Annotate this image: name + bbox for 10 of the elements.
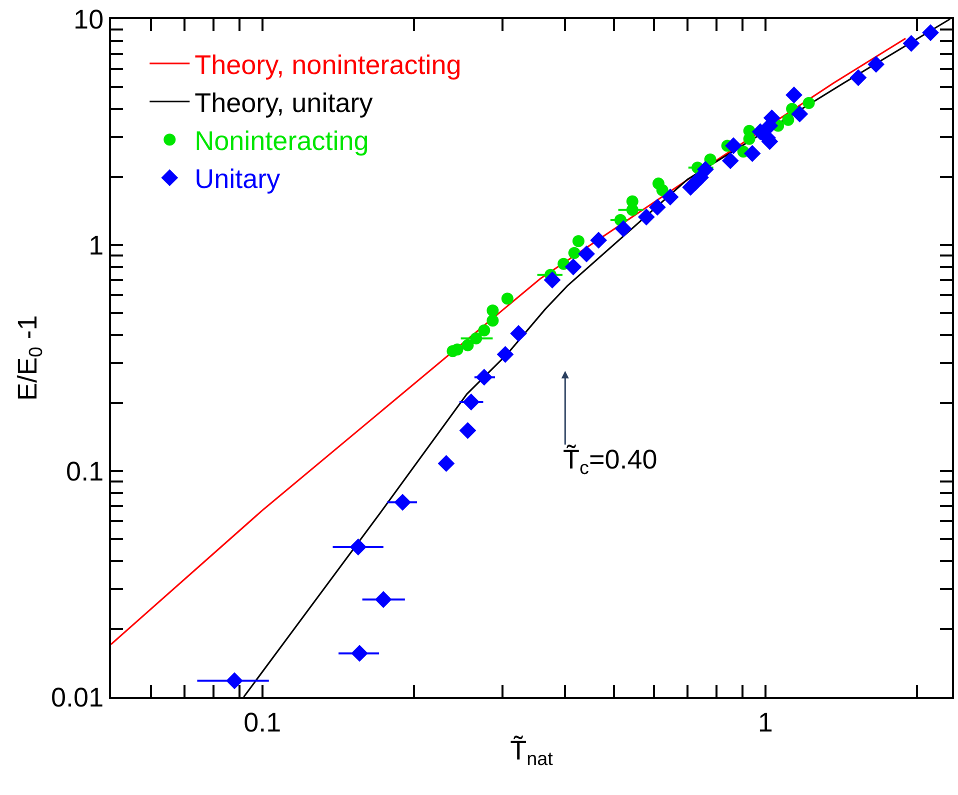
y-tick-label: 0.01: [51, 682, 104, 712]
legend-label: Theory, unitary: [194, 88, 374, 118]
y-tick-label: 1: [88, 230, 104, 260]
annotation: T̃$_{c}$=0.40: [563, 444, 658, 480]
legend-label: Noninteracting: [194, 126, 369, 156]
legend-label: Theory, noninteracting: [194, 50, 462, 80]
y-tick-label: 0.1: [66, 456, 104, 486]
legend-label: Unitary: [194, 164, 281, 194]
y-tick-label: 10: [74, 4, 104, 34]
x-axis-title: T̃$_{nat}$: [510, 734, 554, 770]
